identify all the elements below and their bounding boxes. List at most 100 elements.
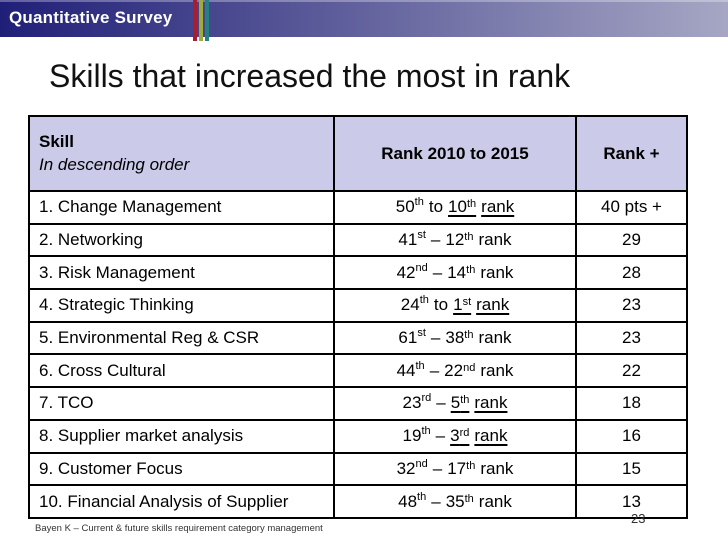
skill-cell: 2. Networking <box>30 224 335 256</box>
rank-to-suffix: th <box>464 492 474 505</box>
rank-gain-cell: 40 pts + <box>601 197 662 217</box>
skill-cell: 4. Strategic Thinking <box>30 290 335 321</box>
rank-word: rank <box>480 458 514 478</box>
rank-from-number: 44 <box>396 360 416 380</box>
skill-cell: 9. Customer Focus <box>30 453 335 485</box>
rank-to-group: 35th rank <box>446 492 512 512</box>
skill-cell: 8. Supplier market analysis <box>30 420 335 452</box>
rank-connector: to <box>433 295 449 315</box>
decorative-stripe-teal-icon <box>205 0 209 41</box>
skill-cell: 6. Cross Cultural <box>30 355 335 387</box>
header-skill-cell: Skill In descending order <box>30 117 335 190</box>
header-skill-label: Skill <box>39 132 74 151</box>
rank-gain-cell: 18 <box>622 393 641 413</box>
rank-to-group: 17th rank <box>447 459 513 479</box>
rank-from-number: 61 <box>398 328 418 348</box>
rank-word: rank <box>474 393 508 413</box>
rank-gain-cell: 22 <box>622 360 641 380</box>
rank-from-number: 50 <box>395 197 415 217</box>
rank-to-number: 10 <box>448 197 467 217</box>
rank-word: rank <box>478 230 512 250</box>
rank-to-number: 12 <box>445 230 465 250</box>
rank-connector: – <box>432 262 443 282</box>
top-banner: Quantitative Survey <box>0 0 728 41</box>
rank-word: rank <box>480 360 514 380</box>
header-rank-plus-cell: Rank + <box>603 143 660 163</box>
table-row: 10. Financial Analysis of Supplier 48 th –… <box>30 484 686 517</box>
rank-table: Skill In descending order Rank 2010 to 2… <box>28 115 688 519</box>
skill-cell: 5. Environmental Reg & CSR <box>30 322 335 354</box>
rank-gain-cell: 23 <box>622 295 641 315</box>
rank-to-suffix: th <box>466 263 476 276</box>
rank-to-suffix: th <box>464 231 474 244</box>
rank-to-group: 12th rank <box>445 230 511 250</box>
rank-to-number: 5 <box>450 393 461 413</box>
rank-word: rank <box>474 426 508 446</box>
skill-cell: 10. Financial Analysis of Supplier <box>30 486 335 517</box>
rank-from-number: 19 <box>402 426 422 446</box>
rank-connector: – <box>432 458 443 478</box>
rank-to-number: 14 <box>447 262 467 282</box>
rank-to-number: 3 <box>450 426 460 446</box>
rank-from-number: 24 <box>400 295 420 315</box>
rank-gain-cell: 15 <box>622 458 641 478</box>
rank-from-number: 41 <box>398 230 418 250</box>
rank-to-number: 17 <box>447 458 467 478</box>
rank-from-number: 48 <box>398 491 418 511</box>
rank-to-suffix: th <box>464 329 474 342</box>
header-skill-sublabel: In descending order <box>39 155 190 174</box>
rank-word: rank <box>476 295 510 315</box>
rank-connector: – <box>435 426 446 446</box>
footnote-source: Bayen K – Current & future skills requir… <box>35 523 323 534</box>
rank-word: rank <box>478 328 512 348</box>
rank-connector: – <box>430 328 441 348</box>
rank-to-number: 22 <box>444 360 464 380</box>
rank-connector: – <box>436 393 446 413</box>
table-row: 1. Change Management 50 th to 10th rank 40 p… <box>30 190 686 223</box>
rank-to-number: 38 <box>445 328 465 348</box>
rank-word: rank <box>478 491 512 511</box>
rank-gain-cell: 23 <box>622 328 641 348</box>
skill-cell: 7. TCO <box>30 388 335 419</box>
rank-change-cell: 48 th –35th rank <box>335 486 577 517</box>
rank-to-number: 35 <box>445 491 465 511</box>
rank-to-suffix: th <box>466 198 477 211</box>
decorative-stripe-green-icon <box>199 0 203 41</box>
rank-to-group: 3rd rank <box>450 426 507 446</box>
rank-gain-cell: 29 <box>622 230 641 250</box>
page-number: 23 <box>631 511 646 526</box>
rank-to-group: 10th rank <box>448 197 514 217</box>
rank-from-number: 23 <box>402 393 422 413</box>
rank-connector: to <box>428 197 444 217</box>
rank-to-suffix: rd <box>459 427 470 440</box>
rank-to-group: 38th rank <box>445 328 511 348</box>
rank-to-group: 1st rank <box>453 295 509 315</box>
rank-gain-cell: 16 <box>622 426 641 446</box>
rank-to-suffix: th <box>466 459 476 472</box>
rank-connector: – <box>431 491 441 511</box>
table-header-row: Skill In descending order Rank 2010 to 2… <box>30 117 686 190</box>
decorative-stripe-red-icon <box>193 0 197 41</box>
rank-gain-cell: 13 <box>622 491 641 511</box>
rank-to-number: 1 <box>453 295 463 315</box>
rank-from-number: 42 <box>396 262 416 282</box>
slide-title: Skills that increased the most in rank <box>49 58 571 94</box>
skill-cell: 1. Change Management <box>30 192 335 223</box>
